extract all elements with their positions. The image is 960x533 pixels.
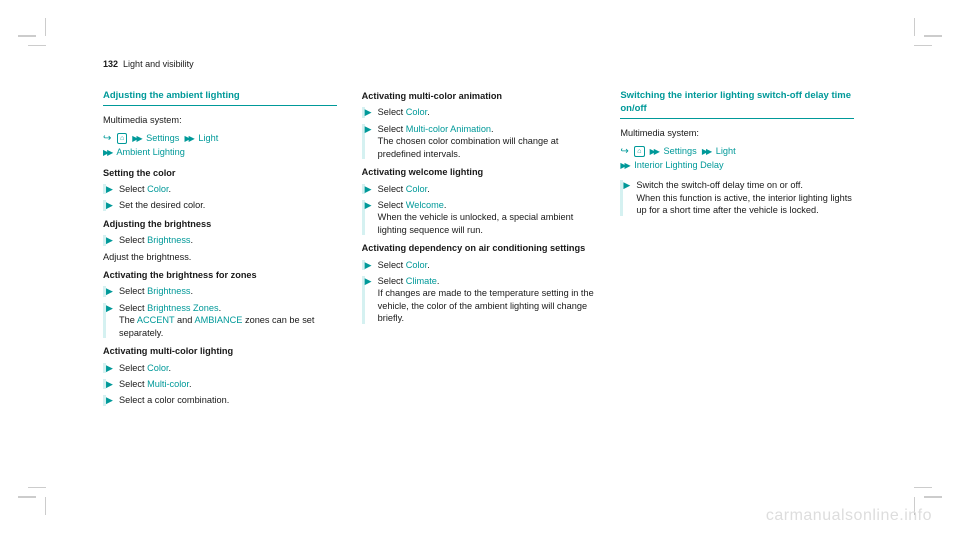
bullet-icon: ▶	[365, 259, 372, 271]
bullet-icon: ▶	[106, 183, 113, 195]
sub-adj-brightness: Adjusting the brightness	[103, 218, 337, 230]
section-title: Light and visibility	[123, 59, 194, 69]
sub-zones: Activating the brightness for zones	[103, 269, 337, 281]
nav-ambient: Ambient Lighting	[116, 147, 184, 157]
sub-climate: Activating dependency on air conditionin…	[362, 242, 596, 254]
bullet-icon: ▶	[623, 179, 630, 191]
step: ▶Select Brightness.	[103, 234, 337, 246]
crop-mark	[914, 18, 942, 46]
bullet-icon: ▶	[106, 394, 113, 406]
nav-path: ↪ ⌂ ▶▶ Settings ▶▶ Light ▶▶ Interior Lig…	[620, 145, 854, 171]
heading-ambient: Adjusting the ambient lighting	[103, 90, 337, 106]
page-header: 132 Light and visibility	[103, 59, 194, 69]
bullet-icon: ▶	[365, 123, 372, 135]
sub-setting-color: Setting the color	[103, 167, 337, 179]
step: ▶Select Welcome.When the vehicle is unlo…	[362, 199, 596, 236]
step: ▶Select Color.	[362, 259, 596, 271]
home-icon: ⌂	[117, 133, 127, 144]
nav-light: Light	[198, 133, 218, 143]
bullet-icon: ▶	[365, 106, 372, 118]
column-3: Switching the interior lighting switch-o…	[620, 90, 854, 411]
nav-delay: Interior Lighting Delay	[634, 160, 723, 170]
step: ▶Select Brightness Zones.The ACCENT and …	[103, 302, 337, 339]
chevron-icon: ▶▶	[702, 147, 710, 158]
step: ▶Switch the switch-off delay time on or …	[620, 179, 854, 216]
multimedia-label: Multimedia system:	[620, 127, 854, 139]
chevron-icon: ▶▶	[132, 134, 140, 145]
crop-mark	[18, 487, 46, 515]
sub-multi: Activating multi-color lighting	[103, 345, 337, 357]
bullet-icon: ▶	[106, 285, 113, 297]
sub-welcome: Activating welcome lighting	[362, 166, 596, 178]
bullet-icon: ▶	[365, 183, 372, 195]
heading-switchoff: Switching the interior lighting switch-o…	[620, 90, 854, 119]
multimedia-label: Multimedia system:	[103, 114, 337, 126]
column-1: Adjusting the ambient lighting Multimedi…	[103, 90, 337, 411]
home-icon: ⌂	[634, 146, 644, 157]
nav-path: ↪ ⌂ ▶▶ Settings ▶▶ Light ▶▶ Ambient Ligh…	[103, 132, 337, 158]
bullet-icon: ▶	[106, 234, 113, 246]
bullet-icon: ▶	[106, 362, 113, 374]
text: Adjust the brightness.	[103, 251, 337, 263]
nav-light: Light	[716, 146, 736, 156]
step: ▶Select Multi-color.	[103, 378, 337, 390]
crop-mark	[18, 18, 46, 46]
bullet-icon: ▶	[106, 378, 113, 390]
step: ▶Select Brightness.	[103, 285, 337, 297]
step: ▶Select Color.	[103, 183, 337, 195]
column-2: Activating multi-color animation ▶Select…	[362, 90, 596, 411]
chevron-icon: ▶▶	[650, 147, 658, 158]
bullet-icon: ▶	[106, 199, 113, 211]
step: ▶Select Color.	[362, 106, 596, 118]
bullet-icon: ▶	[365, 275, 372, 287]
step: ▶Select Color.	[103, 362, 337, 374]
sub-animation: Activating multi-color animation	[362, 90, 596, 102]
bullet-icon: ▶	[106, 302, 113, 314]
bullet-icon: ▶	[365, 199, 372, 211]
chevron-icon: ▶▶	[103, 148, 111, 159]
step: ▶Select Color.	[362, 183, 596, 195]
chevron-icon: ▶▶	[184, 134, 192, 145]
step: ▶Select Multi-color Animation.The chosen…	[362, 123, 596, 160]
page-number: 132	[103, 59, 118, 69]
nav-settings: Settings	[146, 133, 179, 143]
arrow-icon: ↪	[620, 146, 628, 157]
step: ▶Select Climate.If changes are made to t…	[362, 275, 596, 325]
nav-settings: Settings	[664, 146, 697, 156]
chevron-icon: ▶▶	[620, 161, 628, 172]
watermark: carmanualsonline.info	[766, 507, 932, 525]
arrow-icon: ↪	[103, 133, 111, 144]
step: ▶Set the desired color.	[103, 199, 337, 211]
step: ▶Select a color combination.	[103, 394, 337, 406]
